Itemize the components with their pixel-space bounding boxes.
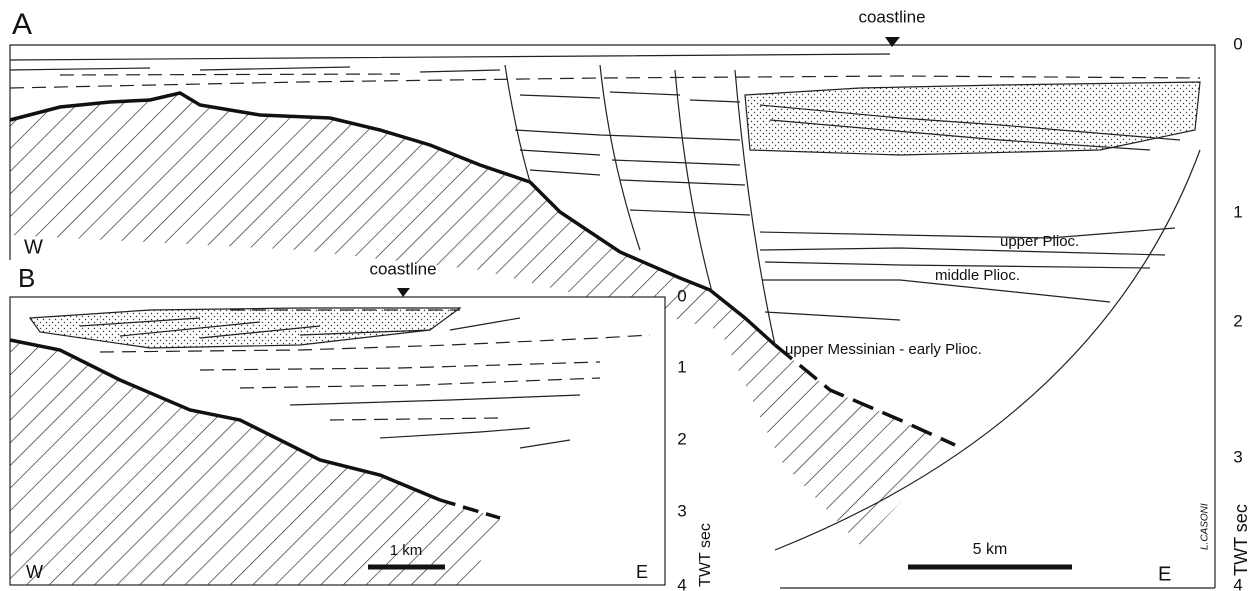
axis-ticks: 0 1 2 3 4 <box>677 286 686 591</box>
axis-title: TWT sec <box>1231 504 1248 576</box>
panel-label: A <box>12 8 32 41</box>
unit-label: upper Messinian - early Plioc. <box>785 341 982 358</box>
panel-b: coastline B W E 1 km TWT sec 0 1 2 3 4 <box>10 259 714 591</box>
coastline-label: coastline <box>369 259 436 278</box>
tick-label: 0 <box>1233 34 1242 53</box>
tick-label: 3 <box>677 501 686 520</box>
coastline-marker <box>397 288 410 297</box>
tick-label: 4 <box>677 575 686 591</box>
tick-label: 3 <box>1233 447 1242 466</box>
tick-label: 2 <box>677 429 686 448</box>
unit-label: upper Plioc. <box>1000 233 1079 250</box>
cross-sections: coastline A W E upper Plioc. middle Plio… <box>0 0 1248 591</box>
scale-label: 1 km <box>390 542 423 559</box>
east-label: E <box>636 562 648 582</box>
sand-lens <box>745 82 1200 155</box>
axis-title: TWT sec <box>697 523 714 587</box>
west-label: W <box>24 236 43 258</box>
scale-label: 5 km <box>973 541 1008 558</box>
tick-label: 2 <box>1233 311 1242 330</box>
panel-label: B <box>18 263 35 293</box>
tick-label: 0 <box>677 286 686 305</box>
west-label: W <box>26 562 43 582</box>
east-label: E <box>1158 563 1171 585</box>
coastline-label: coastline <box>858 7 925 26</box>
tick-label: 4 <box>1233 575 1242 591</box>
unit-label: middle Plioc. <box>935 267 1020 284</box>
tick-label: 1 <box>677 357 686 376</box>
author: L.CASONI <box>1200 503 1211 550</box>
tick-label: 1 <box>1233 202 1242 221</box>
